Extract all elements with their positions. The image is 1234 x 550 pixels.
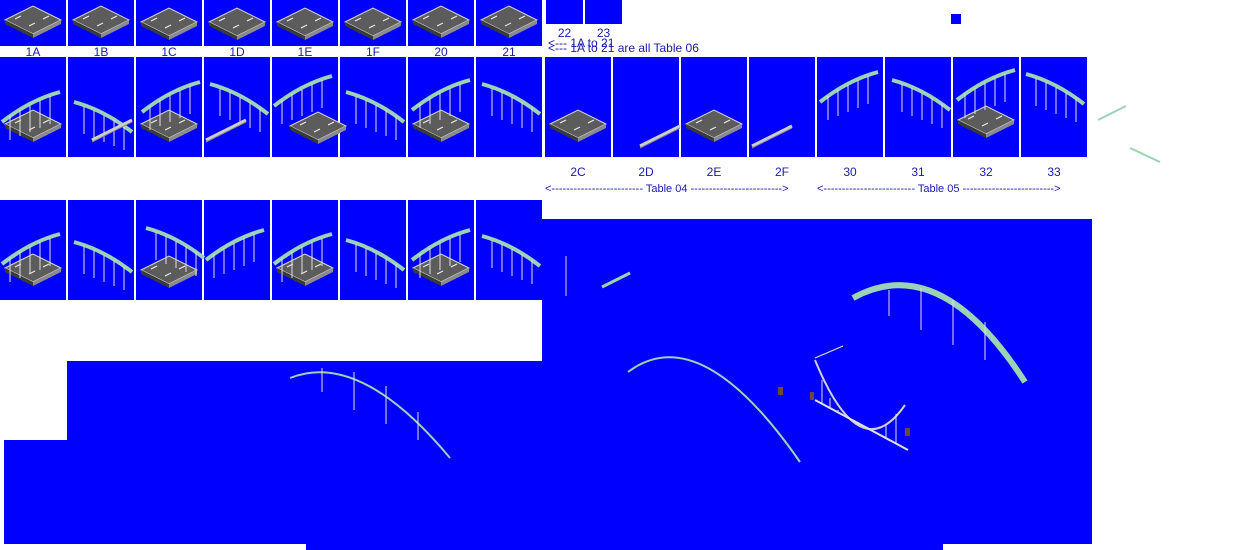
sprite-r2-7 <box>408 57 474 157</box>
label-31: 31 <box>911 165 925 179</box>
sprite-31 <box>885 57 951 157</box>
sprite-23 <box>585 0 622 24</box>
sprite-r2-3 <box>136 57 202 157</box>
table05-bracket: <------------------------- Table 05 ----… <box>817 183 1061 195</box>
sprite-1b <box>68 0 134 46</box>
sprite-r2-8 <box>476 57 542 157</box>
table06-note-overlap: <--- 1A to 21 <box>548 36 615 50</box>
sprite-2d <box>613 57 679 157</box>
sprite-1c <box>136 0 202 46</box>
sprite-r3-2 <box>68 200 134 300</box>
sprite-r3-6 <box>340 200 406 300</box>
sprite-r2-2 <box>68 57 134 157</box>
label-21: 21 <box>502 45 516 59</box>
label-1f: 1F <box>365 45 380 59</box>
label-33: 33 <box>1047 165 1061 179</box>
sprite-1f <box>340 0 406 46</box>
label-1b: 1B <box>93 45 109 59</box>
sprite-20 <box>408 0 474 46</box>
sprite-1d <box>204 0 270 46</box>
sprite-r3-8 <box>476 200 542 300</box>
sprite-30 <box>817 57 883 157</box>
sprite-21 <box>476 0 542 46</box>
label-2c: 2C <box>570 165 586 179</box>
large-arch-area-right <box>542 219 1092 544</box>
label-30: 30 <box>843 165 857 179</box>
label-32: 32 <box>979 165 993 179</box>
label-2e: 2E <box>706 165 722 179</box>
sprite-r2-1 <box>0 57 66 157</box>
label-1d: 1D <box>229 45 245 59</box>
label-1a: 1A <box>25 45 41 59</box>
sprite-r3-3 <box>136 200 202 300</box>
sprite-2f <box>749 57 815 157</box>
sprite-r3-1 <box>0 200 66 300</box>
label-1c: 1C <box>161 45 177 59</box>
label-23: 23 <box>596 26 611 40</box>
sprite-r3-7 <box>408 200 474 300</box>
sprite-r2-5 <box>272 57 338 157</box>
label-2d: 2D <box>638 165 654 179</box>
sprite-2c <box>545 57 611 157</box>
sprite-2e <box>681 57 747 157</box>
label-20: 20 <box>434 45 448 59</box>
sprite-r3-4 <box>204 200 270 300</box>
sprite-1e <box>272 0 338 46</box>
label-2f: 2F <box>774 165 789 179</box>
sprite-r2-6 <box>340 57 406 157</box>
table04-bracket: <------------------------- Table 04 ----… <box>545 183 789 195</box>
large-area-bottom-strip <box>306 540 943 550</box>
sprite-33 <box>1021 57 1087 157</box>
sprite-r3-5 <box>272 200 338 300</box>
table06-note: <--- 1A to 21 are all Table 06 <box>548 41 699 55</box>
large-area-bottom-left <box>4 440 549 544</box>
sprite-22 <box>546 0 583 24</box>
label-1e: 1E <box>297 45 313 59</box>
sprite-r2-4 <box>204 57 270 157</box>
marker-square <box>951 14 961 24</box>
sprite-1a <box>0 0 66 46</box>
label-22: 22 <box>557 26 572 40</box>
sprite-32 <box>953 57 1019 157</box>
